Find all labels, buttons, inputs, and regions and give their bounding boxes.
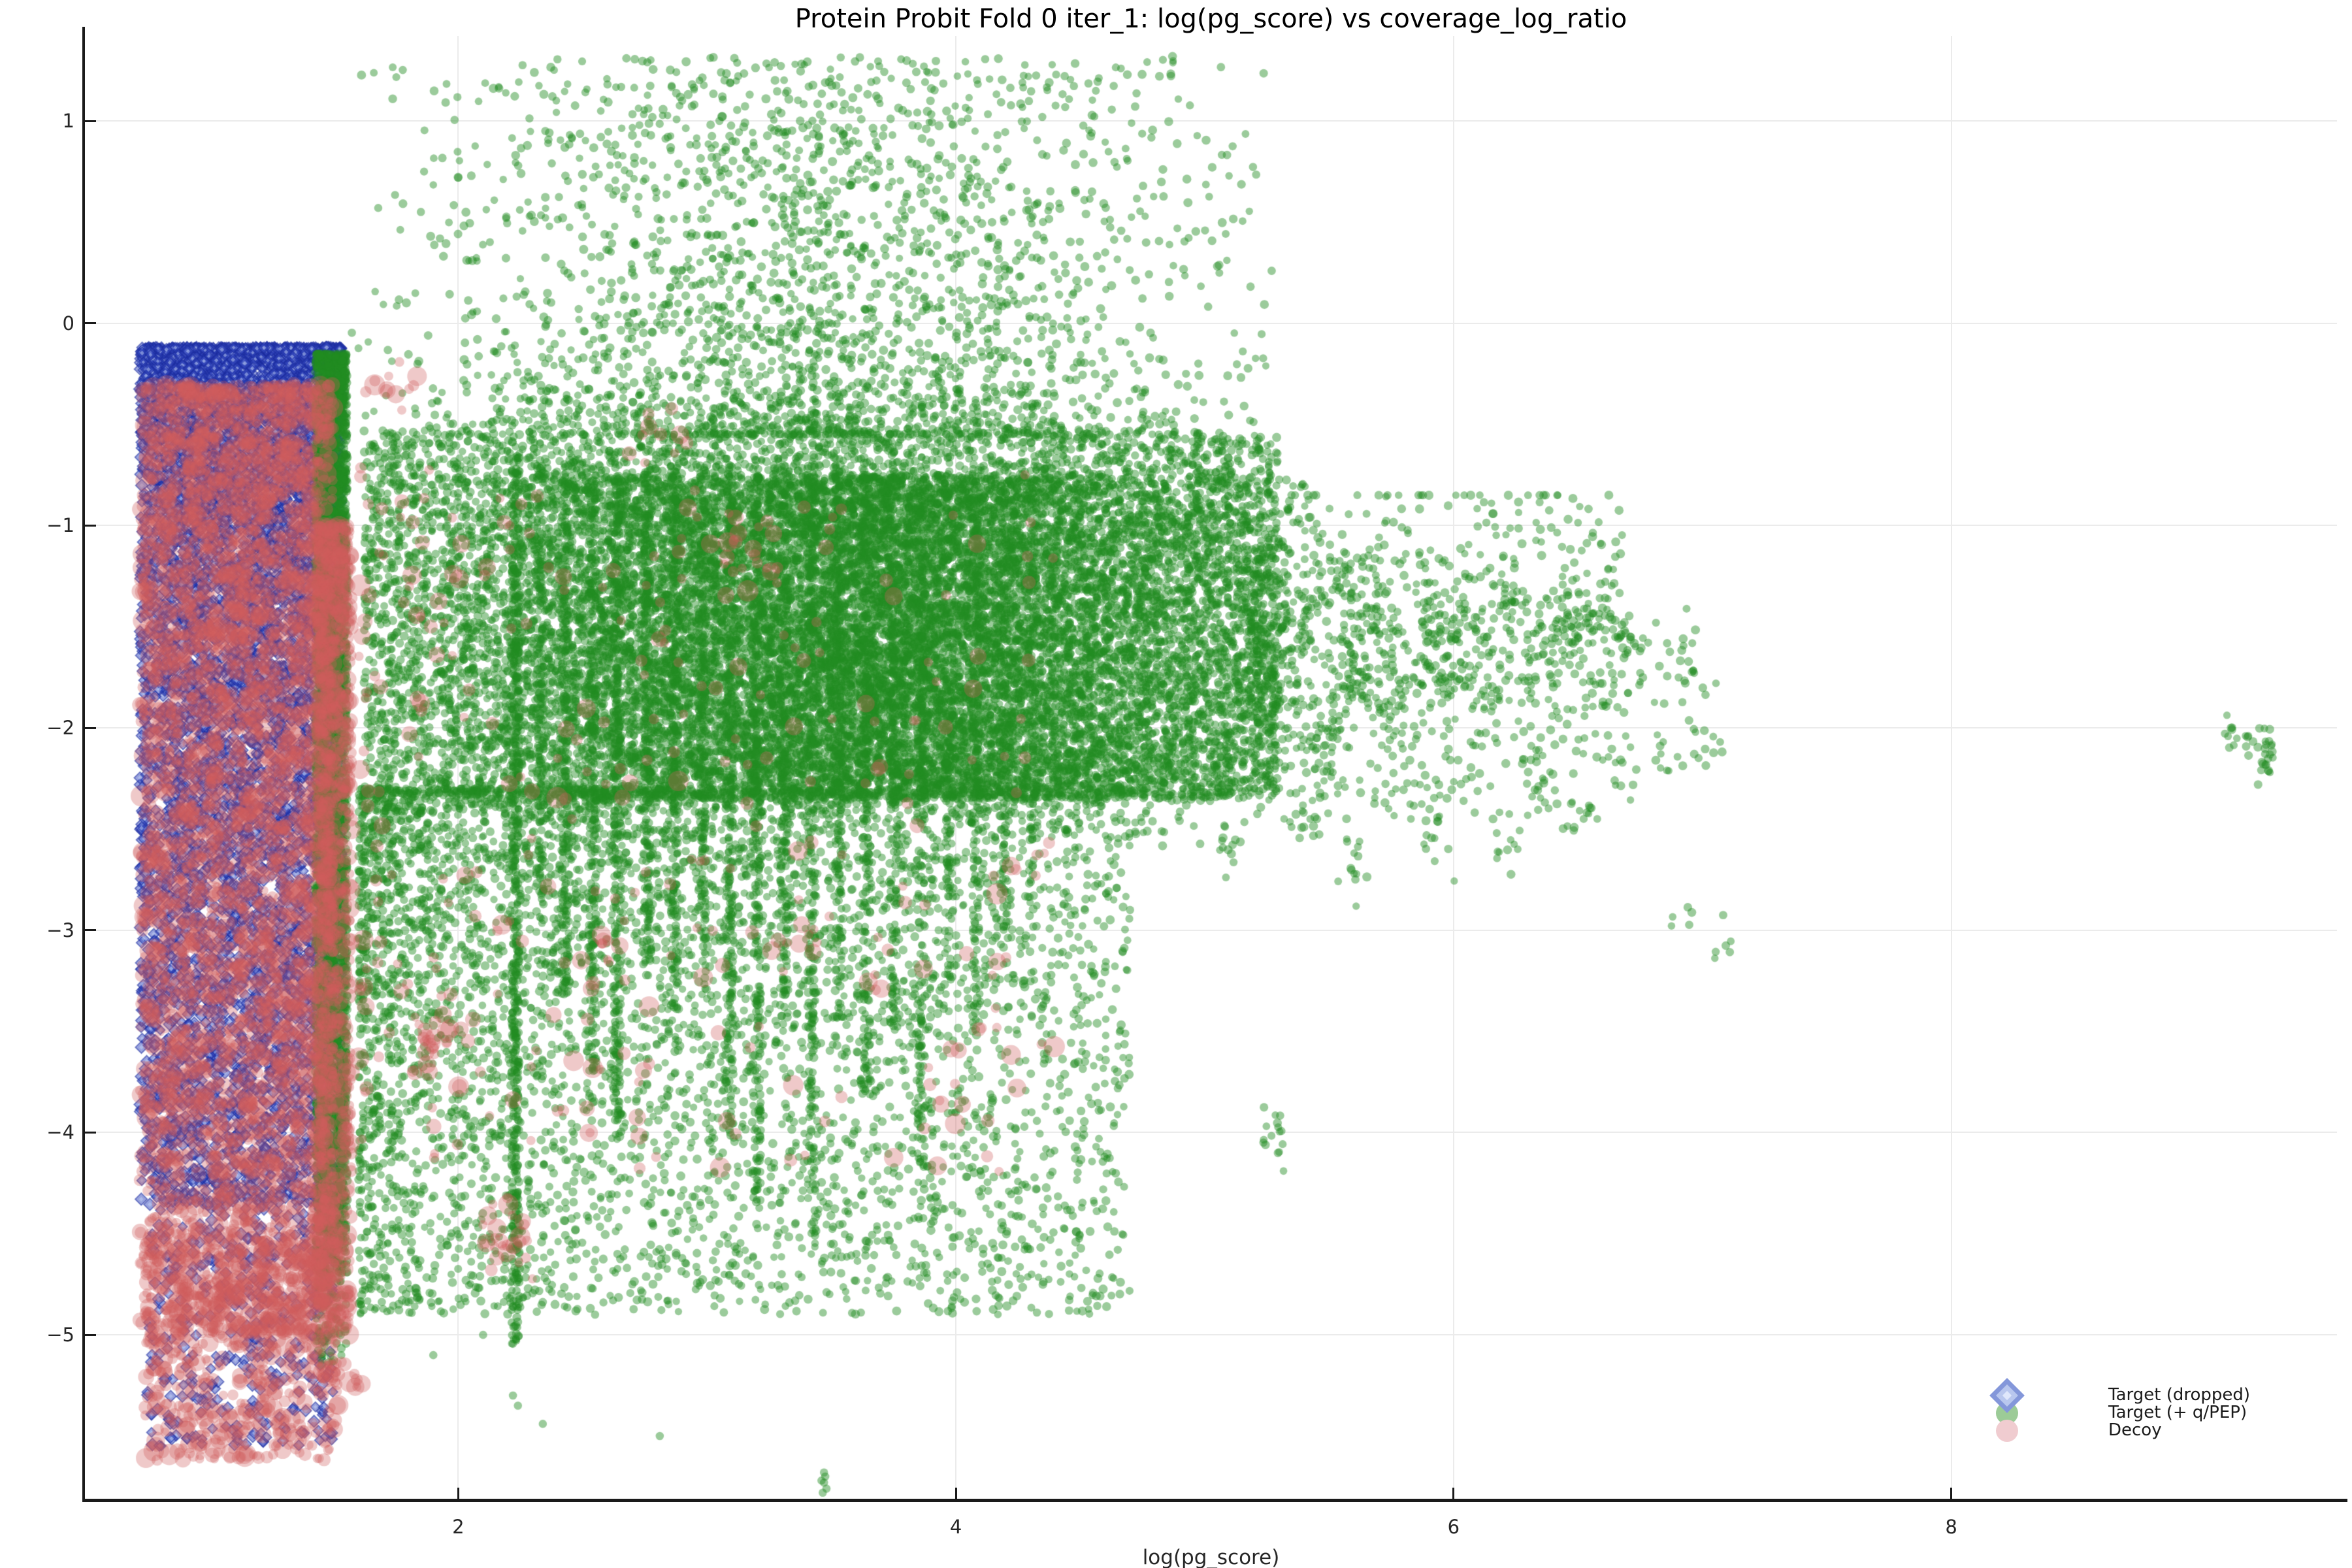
- x-tick-label: 2: [452, 1516, 465, 1538]
- legend-item-target-qpep: Target (+ q/PEP): [1991, 1401, 2250, 1424]
- y-tick-mark: [85, 727, 96, 729]
- y-tick-mark: [85, 1131, 96, 1134]
- legend-label: Decoy: [2108, 1420, 2162, 1440]
- y-tick-label: −2: [46, 717, 74, 740]
- x-tick-label: 4: [949, 1516, 962, 1538]
- chart-title: Protein Probit Fold 0 iter_1: log(pg_sco…: [794, 4, 1627, 34]
- y-tick-mark: [85, 929, 96, 932]
- x-tick-label: 8: [1945, 1516, 1957, 1538]
- legend-label: Target (dropped): [2108, 1385, 2251, 1405]
- x-axis-label: log(pg_score): [1142, 1546, 1280, 1568]
- y-tick-mark: [85, 120, 96, 122]
- legend-marker-box: [1991, 1419, 2023, 1442]
- x-tick-mark: [1452, 1488, 1455, 1499]
- y-axis-spine: [82, 27, 85, 1499]
- x-tick-mark: [457, 1488, 459, 1499]
- y-tick-label: −3: [46, 919, 74, 941]
- y-tick-label: −5: [46, 1324, 74, 1347]
- y-tick-label: 1: [62, 110, 74, 133]
- legend: Target (dropped) Target (+ q/PEP) Decoy: [1989, 1377, 2251, 1442]
- y-tick-mark: [85, 524, 96, 527]
- x-tick-mark: [955, 1488, 957, 1499]
- legend-item-target-dropped: Target (dropped): [1989, 1377, 2251, 1413]
- x-axis-spine: [82, 1499, 2347, 1502]
- y-tick-mark: [85, 322, 96, 325]
- x-tick-label: 6: [1447, 1516, 1460, 1538]
- legend-item-decoy: Decoy: [1991, 1419, 2250, 1442]
- circle-marker-icon: [1996, 1419, 2018, 1442]
- y-tick-mark: [85, 1333, 96, 1336]
- x-tick-mark: [1950, 1488, 1953, 1499]
- legend-label: Target (+ q/PEP): [2108, 1403, 2247, 1422]
- y-tick-label: 0: [62, 312, 74, 335]
- y-tick-label: −4: [46, 1121, 74, 1144]
- y-tick-label: −1: [46, 514, 74, 537]
